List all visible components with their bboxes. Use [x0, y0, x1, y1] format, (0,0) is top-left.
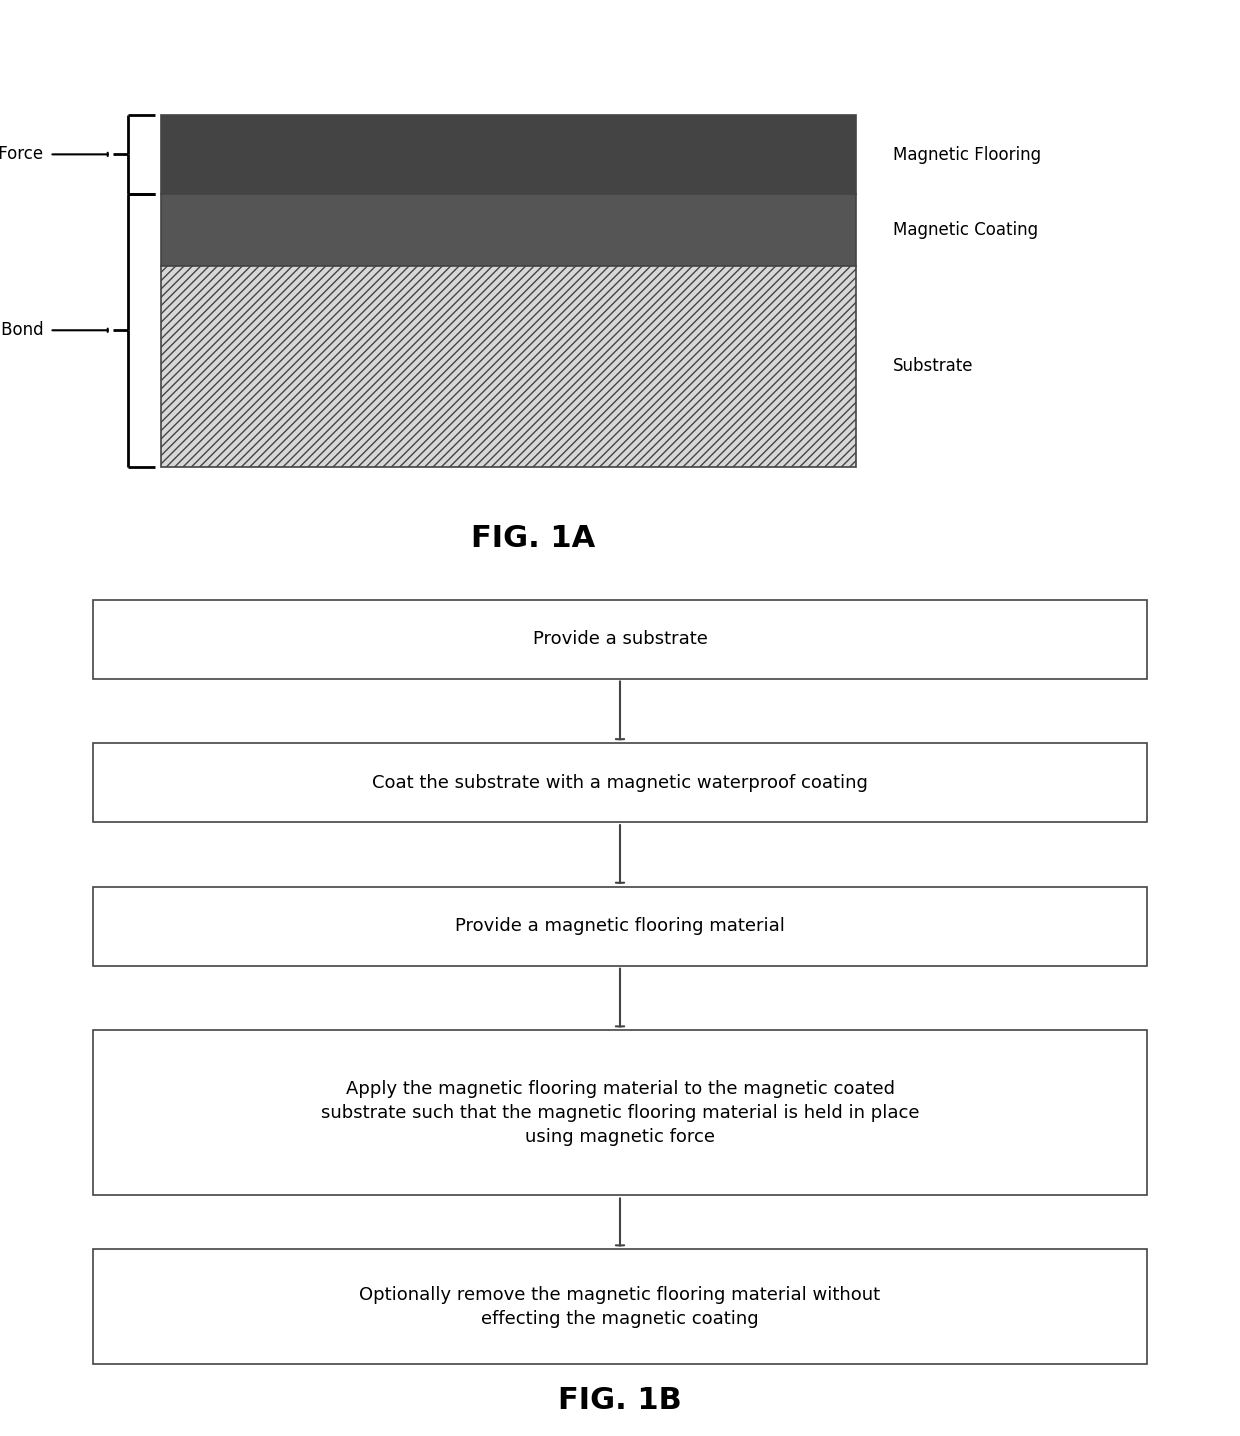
Text: Provide a substrate: Provide a substrate — [532, 630, 708, 648]
Text: FIG. 1A: FIG. 1A — [471, 524, 595, 553]
Text: Magnetic Flooring: Magnetic Flooring — [893, 146, 1040, 164]
Bar — [161, 266, 856, 467]
Text: Apply the magnetic flooring material to the magnetic coated
substrate such that : Apply the magnetic flooring material to … — [321, 1080, 919, 1146]
Text: Coat the substrate with a magnetic waterproof coating: Coat the substrate with a magnetic water… — [372, 774, 868, 791]
Bar — [161, 194, 856, 266]
Text: Optionally remove the magnetic flooring material without
effecting the magnetic : Optionally remove the magnetic flooring … — [360, 1287, 880, 1327]
Bar — [161, 115, 856, 194]
Text: Magnetic Force: Magnetic Force — [0, 145, 43, 164]
FancyBboxPatch shape — [93, 599, 1147, 678]
Text: Adhesive Bond: Adhesive Bond — [0, 322, 43, 339]
FancyBboxPatch shape — [93, 886, 1147, 966]
Text: Magnetic Coating: Magnetic Coating — [893, 221, 1038, 238]
Text: Provide a magnetic flooring material: Provide a magnetic flooring material — [455, 918, 785, 935]
Text: FIG. 1B: FIG. 1B — [558, 1386, 682, 1414]
Text: Substrate: Substrate — [893, 358, 973, 375]
FancyBboxPatch shape — [93, 1031, 1147, 1195]
FancyBboxPatch shape — [93, 744, 1147, 821]
FancyBboxPatch shape — [93, 1249, 1147, 1364]
